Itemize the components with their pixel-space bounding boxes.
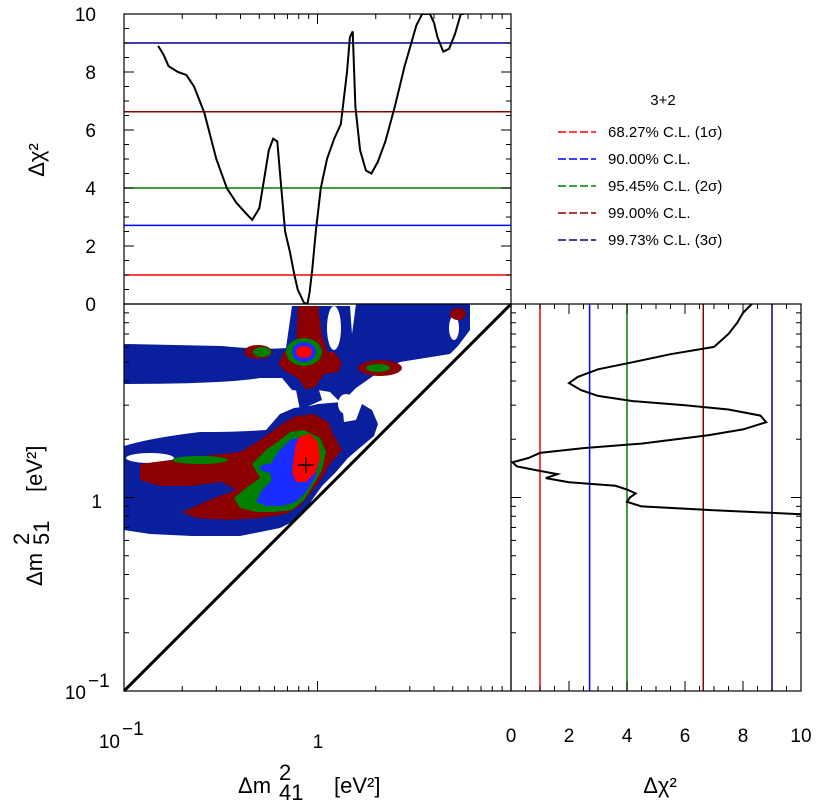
right-xtick-label-2: 4	[622, 726, 633, 747]
right-xtick-label-5: 10	[790, 726, 811, 747]
best-fit-marker	[297, 457, 314, 474]
hole-1	[327, 306, 341, 350]
right-x-label: Δχ²	[643, 773, 677, 798]
top-ytick-label-5: 10	[75, 5, 96, 26]
main-ytick-0-base: 10	[65, 683, 86, 704]
top-y-label: Δχ²	[24, 143, 49, 177]
main-ytick-0-exp: −1	[88, 671, 110, 692]
right-panel: 0 2 4 6 8 10 Δχ²	[506, 303, 812, 798]
hole-5	[126, 453, 174, 463]
hole-2	[449, 316, 459, 340]
main-x-label-main: Δm	[238, 773, 271, 798]
contour-2sigma-left	[253, 347, 271, 357]
main-y-label-unit: [eV²]	[22, 446, 47, 492]
right-chi2-curve	[511, 304, 801, 516]
top-frame	[123, 13, 512, 305]
main-xtick-1: 1	[313, 732, 324, 753]
main-xtick-0-base: 10	[99, 732, 120, 753]
right-xtick-label-0: 0	[506, 726, 517, 747]
top-ytick-label-2: 4	[85, 179, 96, 200]
right-xtick-label-1: 2	[564, 726, 575, 747]
main-y-label-sub: 51	[29, 521, 54, 545]
top-cl-lines	[124, 42, 511, 276]
top-ticks	[123, 13, 512, 305]
legend-label-1: 90.00% C.L.	[608, 151, 691, 168]
main-x-label-sub: 41	[279, 780, 303, 804]
contour-1sigma-upper	[296, 346, 312, 358]
legend: 3+2 68.27% C.L. (1σ) 90.00% C.L. 95.45% C.…	[558, 92, 722, 249]
top-ytick-label-4: 8	[85, 63, 96, 84]
legend-label-4: 99.73% C.L. (3σ)	[608, 232, 722, 249]
main-panel: 1 10 −1 10 −1 1 Δm 2 41 [eV²] Δm 2 51 [e…	[9, 302, 513, 804]
main-y-label-sup: 2	[9, 533, 34, 545]
right-xtick-label-3: 6	[680, 726, 691, 747]
contour-3sigma-bridge	[294, 380, 322, 410]
top-ytick-label-1: 2	[85, 237, 96, 258]
top-panel: 0 2 4 6 8 10 Δχ²	[24, 5, 512, 316]
top-y-tick-labels: 0 2 4 6 8 10	[75, 5, 97, 316]
right-cl-lines	[539, 304, 773, 691]
legend-title: 3+2	[650, 92, 675, 109]
main-ytick-1: 1	[91, 492, 102, 513]
main-ytick-0: 10 −1	[65, 671, 110, 704]
right-xtick-label-4: 8	[738, 726, 749, 747]
right-x-tick-labels: 0 2 4 6 8 10	[506, 726, 812, 747]
legend-label-3: 99.00% C.L.	[608, 205, 691, 222]
diagonal-line	[122, 302, 513, 693]
main-xtick-0: 10 −1	[99, 719, 144, 753]
contour-90-dot	[260, 464, 276, 472]
top-chi2-curve	[157, 14, 464, 304]
legend-label-0: 68.27% C.L. (1σ)	[608, 124, 722, 141]
right-ticks	[510, 303, 802, 692]
contour-2sigma-strip	[172, 456, 228, 464]
contour-holes	[126, 306, 459, 482]
top-ytick-label-3: 6	[85, 121, 96, 142]
hole-3	[338, 394, 354, 414]
contour-2sigma-right	[366, 364, 390, 372]
main-x-label: Δm 2 41 [eV²]	[238, 760, 380, 804]
legend-label-2: 95.45% C.L. (2σ)	[608, 178, 722, 195]
legend-items: 68.27% C.L. (1σ) 90.00% C.L. 95.45% C.L. (…	[558, 124, 722, 249]
main-x-label-unit: [eV²]	[334, 773, 380, 798]
main-x-label-sup: 2	[279, 760, 291, 785]
right-frame	[510, 303, 802, 692]
main-y-label-main: Δm	[22, 553, 47, 586]
main-y-label: Δm 2 51 [eV²]	[9, 446, 54, 586]
top-ytick-label-0: 0	[85, 295, 96, 316]
contour-99-top-blob	[450, 308, 466, 320]
main-xtick-0-exp: −1	[122, 719, 144, 740]
